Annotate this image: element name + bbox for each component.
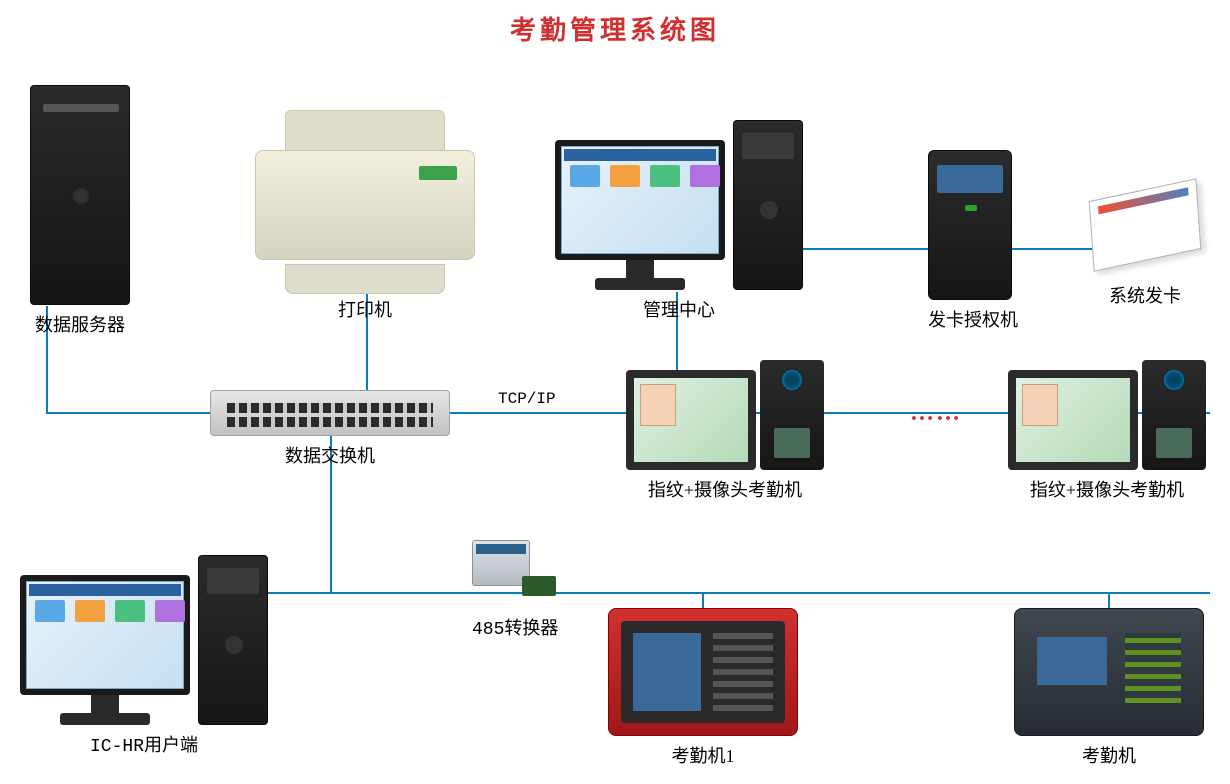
node-printer: 打印机 (255, 110, 475, 322)
edge-client-bus (260, 592, 1210, 594)
node-conv-label: 485转换器 (472, 614, 558, 640)
node-card: 系统发卡 (1090, 190, 1200, 308)
annotation-tcpip: TCP/IP (498, 390, 556, 408)
attendance-red-icon (608, 608, 798, 736)
node-mgmt: 管理中心 (555, 120, 803, 322)
attendance-dark-icon (1014, 608, 1204, 736)
card-issuer-icon (928, 150, 1012, 300)
printer-icon (255, 110, 475, 290)
node-issuer-label: 发卡授权机 (928, 306, 1018, 332)
rs485-converter-icon (472, 540, 556, 608)
node-att1-label: 考勤机1 (608, 742, 798, 768)
edge-issuer-card (1008, 248, 1092, 250)
diagram-title: 考勤管理系统图 (510, 10, 720, 47)
node-fp1: 指纹+摄像头考勤机 (626, 360, 824, 502)
fingerprint-terminal-icon (626, 360, 824, 470)
node-client: IC-HR用户端 (20, 555, 268, 757)
server-icon (30, 85, 130, 305)
switch-icon (210, 390, 450, 436)
node-server: 数据服务器 (30, 85, 130, 337)
node-printer-label: 打印机 (255, 296, 475, 322)
node-fp2-label: 指纹+摄像头考勤机 (1008, 476, 1206, 502)
node-switch-label: 数据交换机 (210, 442, 450, 468)
annotation-ellipsis: …… (910, 400, 962, 427)
pc-monitor-icon (20, 555, 268, 725)
edge-to-switch-left (46, 412, 216, 414)
node-fp1-label: 指纹+摄像头考勤机 (626, 476, 824, 502)
node-att2: 考勤机 (1014, 608, 1204, 768)
node-mgmt-label: 管理中心 (555, 296, 803, 322)
node-conv: 485转换器 (472, 540, 558, 640)
rfid-card-icon (1089, 178, 1202, 271)
pc-monitor-icon (555, 120, 803, 290)
edge-mgmt-issuer (800, 248, 932, 250)
node-issuer: 发卡授权机 (928, 150, 1018, 332)
node-att2-label: 考勤机 (1014, 742, 1204, 768)
node-server-label: 数据服务器 (30, 311, 130, 337)
node-att1: 考勤机1 (608, 608, 798, 768)
node-switch: 数据交换机 (210, 390, 450, 468)
node-card-label: 系统发卡 (1090, 282, 1200, 308)
fingerprint-terminal-icon (1008, 360, 1206, 470)
node-client-label: IC-HR用户端 (20, 731, 268, 757)
node-fp2: 指纹+摄像头考勤机 (1008, 360, 1206, 502)
